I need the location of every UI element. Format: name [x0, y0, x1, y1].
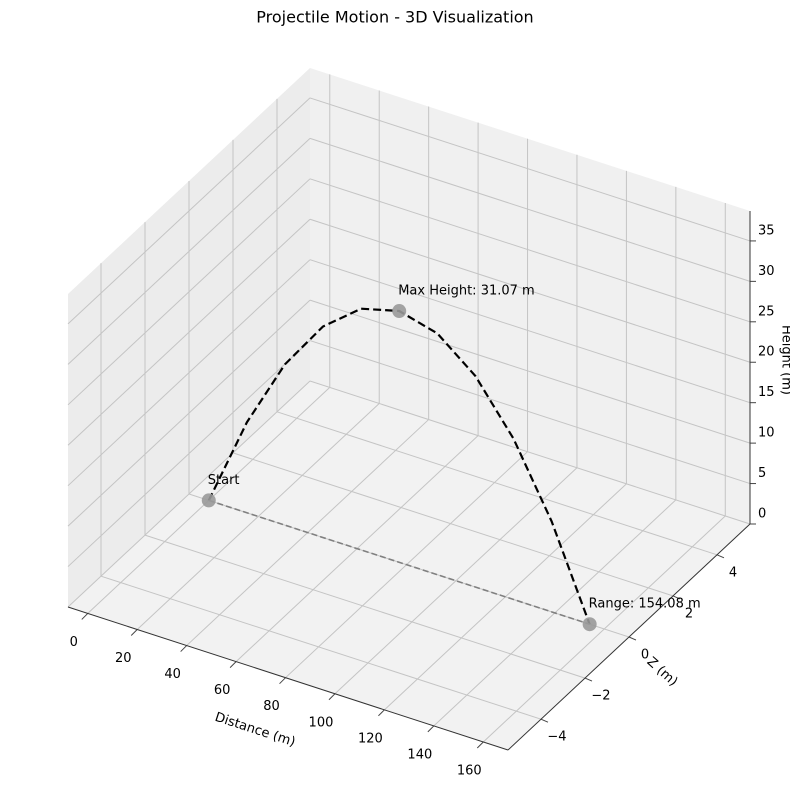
grid-line	[309, 259, 751, 404]
grid-line	[100, 575, 542, 720]
annotation: Range: 154.08 m	[589, 597, 701, 612]
x-tick	[378, 709, 385, 717]
grid-line	[309, 380, 751, 525]
x-tick-label: 20	[115, 651, 132, 666]
x-tick	[81, 613, 89, 620]
x-tick-label: 40	[164, 667, 181, 682]
x-tick	[328, 693, 336, 701]
annotation: Start	[208, 473, 240, 488]
z-axis-label: Z (m)	[644, 654, 681, 689]
grid-line	[67, 380, 311, 608]
x-tick-label: 60	[214, 683, 231, 698]
z-tick-label: −2	[591, 689, 610, 704]
grid-line	[232, 452, 674, 597]
y-tick-label: 10	[758, 426, 775, 441]
grid-line	[67, 97, 311, 325]
z-tick	[540, 718, 549, 723]
grid-line	[309, 137, 751, 282]
z-tick	[672, 595, 681, 600]
grid-line	[67, 299, 311, 527]
axis-line	[507, 523, 751, 751]
grid-line	[309, 340, 751, 485]
marker-point	[392, 304, 407, 319]
y-axis-label: Height (m)	[779, 325, 790, 395]
y-tick-label: 15	[758, 385, 775, 400]
x-axis-label: Distance (m)	[213, 710, 297, 750]
trajectory-line	[208, 499, 590, 625]
axis-line	[67, 606, 509, 751]
z-tick	[628, 636, 637, 641]
x-tick-label: 120	[358, 731, 383, 746]
z-tick-label: −4	[547, 730, 566, 745]
annotation: Max Height: 31.07 m	[398, 284, 535, 299]
grid-line	[309, 178, 751, 323]
x-tick-label: 100	[309, 715, 334, 730]
grid-line	[67, 340, 311, 567]
y-tick-label: 25	[758, 304, 775, 319]
grid-line	[67, 218, 311, 446]
marker-point	[582, 617, 597, 632]
grid-line	[309, 218, 751, 363]
chart-title: Projectile Motion - 3D Visualization	[256, 8, 533, 27]
x-tick	[279, 677, 286, 685]
z-tick-label: 4	[729, 565, 737, 580]
back-pane	[310, 68, 750, 524]
y-tick-label: 5	[758, 466, 766, 481]
grid-line	[67, 137, 311, 365]
grid-line	[144, 534, 586, 679]
x-tick	[229, 661, 237, 668]
y-tick-label: 0	[758, 507, 766, 522]
marker-point	[201, 493, 216, 508]
z-tick	[716, 554, 725, 559]
grid-line	[309, 97, 751, 242]
y-tick-label: 35	[758, 223, 775, 238]
x-tick	[427, 725, 435, 733]
y-tick-label: 20	[758, 345, 775, 360]
x-tick-label: 160	[457, 763, 482, 778]
grid-line	[67, 259, 311, 487]
x-tick-label: 0	[70, 635, 78, 650]
x-tick	[180, 645, 188, 652]
grid-line	[67, 178, 311, 406]
z-tick-label: 2	[685, 606, 693, 621]
x-tick	[476, 741, 484, 749]
x-tick-label: 140	[407, 747, 432, 762]
y-tick-label: 30	[758, 264, 775, 279]
x-tick	[130, 629, 138, 636]
x-tick-label: 80	[263, 699, 280, 714]
z-tick	[584, 677, 593, 682]
grid-line	[309, 299, 751, 444]
z-tick-label: 0	[641, 648, 649, 663]
grid-line	[276, 411, 718, 556]
